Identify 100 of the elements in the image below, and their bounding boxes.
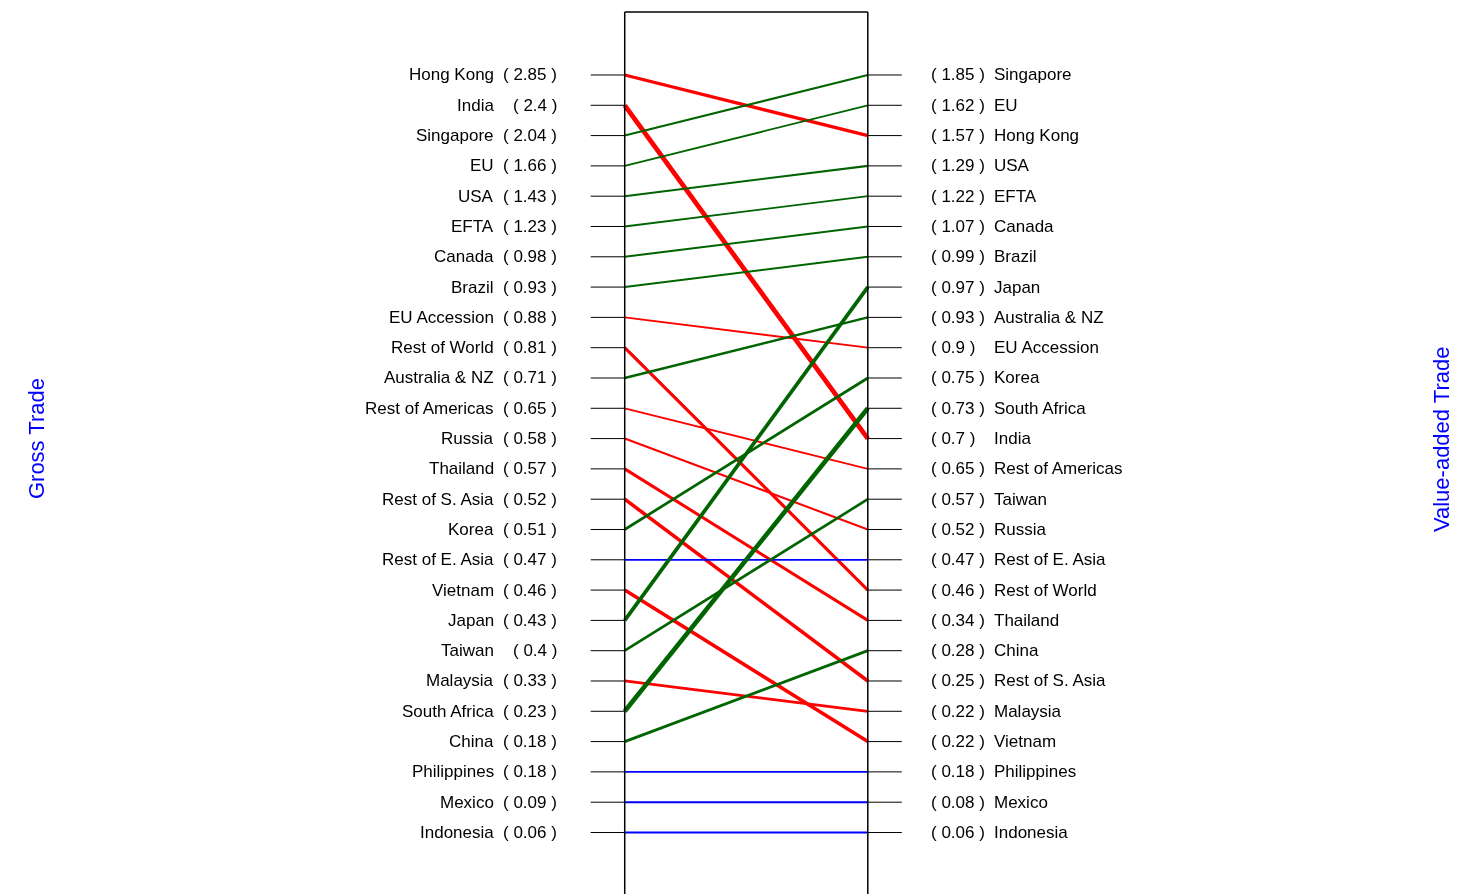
category-label: Rest of World xyxy=(994,581,1097,600)
data-label: ( 0.46 ) xyxy=(503,581,557,600)
data-label: ( 0.93 ) xyxy=(503,278,557,297)
data-label: ( 0.18 ) xyxy=(931,762,985,781)
category-label: Taiwan xyxy=(994,490,1047,509)
category-label: Canada xyxy=(434,247,495,266)
data-label: ( 0.25 ) xyxy=(931,671,985,690)
data-label: ( 0.18 ) xyxy=(503,762,557,781)
data-label: ( 0.22 ) xyxy=(931,732,985,751)
category-label: Indonesia xyxy=(420,823,495,842)
data-label: ( 0.33 ) xyxy=(503,671,557,690)
category-label: Hong Kong xyxy=(409,65,495,84)
data-label: ( 0.97 ) xyxy=(931,278,985,297)
data-label: ( 0.08 ) xyxy=(931,793,985,812)
data-label: ( 0.28 ) xyxy=(931,641,985,660)
data-label: ( 0.7 ) xyxy=(931,429,976,448)
category-label: Australia & NZ xyxy=(384,368,494,387)
category-label: Vietnam xyxy=(994,732,1057,751)
data-label: ( 0.34 ) xyxy=(931,611,985,630)
category-label: Russia xyxy=(994,520,1046,539)
category-label: EFTA xyxy=(994,187,1037,206)
data-label: ( 1.62 ) xyxy=(931,96,985,115)
data-label: ( 0.06 ) xyxy=(503,823,557,842)
data-label: ( 1.66 ) xyxy=(503,156,557,175)
category-label: Brazil xyxy=(994,247,1037,266)
data-label: ( 0.57 ) xyxy=(503,459,557,478)
category-label: Japan xyxy=(448,611,495,630)
category-label: Indonesia xyxy=(994,823,1068,842)
category-label: Philippines xyxy=(412,762,495,781)
category-label: USA xyxy=(458,187,494,206)
category-label: China xyxy=(994,641,1039,660)
data-label: ( 2.85 ) xyxy=(503,65,557,84)
category-label: Vietnam xyxy=(432,581,495,600)
data-label: ( 0.47 ) xyxy=(503,550,557,569)
data-label: ( 0.52 ) xyxy=(931,520,985,539)
category-label: China xyxy=(449,732,494,751)
data-label: ( 2.4 ) xyxy=(513,96,558,115)
category-label: Malaysia xyxy=(426,671,494,690)
data-label: ( 0.88 ) xyxy=(503,308,557,327)
data-label: ( 0.99 ) xyxy=(931,247,985,266)
category-label: Rest of World xyxy=(391,338,494,357)
data-label: ( 0.73 ) xyxy=(931,399,985,418)
data-label: ( 0.58 ) xyxy=(503,429,557,448)
category-label: South Africa xyxy=(994,399,1086,418)
category-label: Philippines xyxy=(994,762,1077,781)
category-label: Rest of Americas xyxy=(365,399,494,418)
category-label: Taiwan xyxy=(441,641,494,660)
category-label: Australia & NZ xyxy=(994,308,1104,327)
category-label: Thailand xyxy=(429,459,495,478)
category-label: Singapore xyxy=(994,65,1072,84)
text: Value-added Trade xyxy=(1428,346,1454,533)
category-label: Korea xyxy=(994,368,1040,387)
category-label: EU Accession xyxy=(389,308,494,327)
data-label: ( 1.23 ) xyxy=(503,217,557,236)
category-label: Malaysia xyxy=(994,702,1062,721)
category-label: Rest of E. Asia xyxy=(994,550,1106,569)
category-label: Rest of S. Asia xyxy=(994,671,1106,690)
category-label: EU xyxy=(994,96,1018,115)
category-label: EFTA xyxy=(451,217,494,236)
category-label: Brazil xyxy=(451,278,494,297)
data-label: ( 0.4 ) xyxy=(513,641,558,660)
data-label: ( 0.93 ) xyxy=(931,308,985,327)
category-label: EU Accession xyxy=(994,338,1099,357)
category-label: Hong Kong xyxy=(994,126,1080,145)
category-label: Mexico xyxy=(440,793,494,812)
data-label: ( 0.09 ) xyxy=(503,793,557,812)
text: Gross Trade xyxy=(23,378,49,500)
data-label: ( 2.04 ) xyxy=(503,126,557,145)
data-label: ( 0.98 ) xyxy=(503,247,557,266)
category-label: Rest of E. Asia xyxy=(382,550,495,569)
category-label: Korea xyxy=(448,520,494,539)
category-label: USA xyxy=(994,156,1029,175)
data-label: ( 1.07 ) xyxy=(931,217,985,236)
category-label: Canada xyxy=(994,217,1054,236)
data-label: ( 0.71 ) xyxy=(503,368,557,387)
data-label: ( 0.47 ) xyxy=(931,550,985,569)
category-label: Thailand xyxy=(994,611,1060,630)
data-label: ( 1.57 ) xyxy=(931,126,985,145)
data-label: ( 1.22 ) xyxy=(931,187,985,206)
data-label: ( 0.06 ) xyxy=(931,823,985,842)
category-label: India xyxy=(994,429,1031,448)
data-label: ( 0.52 ) xyxy=(503,490,557,509)
data-label: ( 0.46 ) xyxy=(931,581,985,600)
data-label: ( 0.65 ) xyxy=(931,459,985,478)
category-label: Mexico xyxy=(994,793,1048,812)
data-label: ( 0.23 ) xyxy=(503,702,557,721)
data-label: ( 0.18 ) xyxy=(503,732,557,751)
data-label: ( 1.85 ) xyxy=(931,65,985,84)
category-label: EU xyxy=(470,156,494,175)
data-label: ( 1.43 ) xyxy=(503,187,557,206)
data-label: ( 0.51 ) xyxy=(503,520,557,539)
data-label: ( 0.9 ) xyxy=(931,338,976,357)
data-label: ( 0.75 ) xyxy=(931,368,985,387)
data-label: ( 0.65 ) xyxy=(503,399,557,418)
category-label: Singapore xyxy=(416,126,494,145)
category-label: Rest of Americas xyxy=(994,459,1123,478)
category-label: India xyxy=(457,96,495,115)
category-label: Japan xyxy=(994,278,1041,297)
data-label: ( 0.22 ) xyxy=(931,702,985,721)
data-label: ( 0.57 ) xyxy=(931,490,985,509)
